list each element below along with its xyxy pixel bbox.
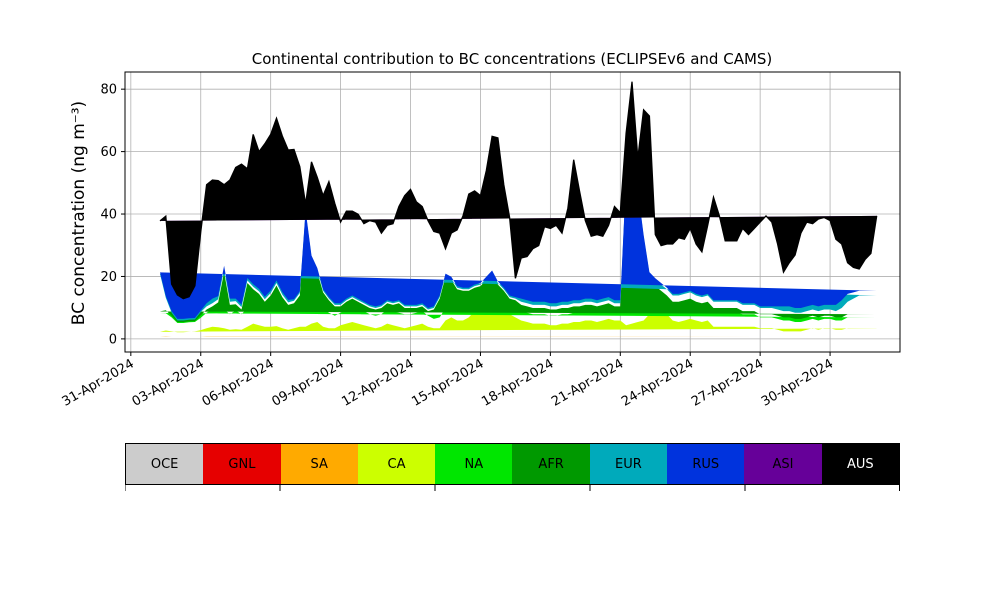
total-outline — [159, 81, 878, 300]
y-tick-label: 80 — [100, 83, 117, 98]
x-tick-label: 03-Apr-2024 — [130, 356, 207, 409]
legend-entry-rus: RUS — [667, 444, 745, 484]
y-tick-label: 0 — [109, 332, 117, 347]
y-tick-label: 60 — [100, 145, 117, 160]
x-tick-label: 15-Apr-2024 — [409, 356, 486, 409]
area-series-rus — [160, 150, 877, 319]
y-tick-label: 20 — [100, 270, 117, 285]
legend-entry-oce: OCE — [126, 444, 204, 484]
area-series-ca — [160, 292, 877, 333]
x-tick-label: 06-Apr-2024 — [200, 356, 277, 409]
x-tick-label: 27-Apr-2024 — [689, 356, 766, 409]
legend-colorbar: OCE GNL SA CA NA AFR EUR RUS ASI AUS — [125, 443, 900, 485]
x-axis-ticks: 31-Apr-202403-Apr-202406-Apr-202409-Apr-… — [60, 352, 836, 410]
x-tick-label: 09-Apr-2024 — [269, 356, 346, 409]
legend-entry-gnl: GNL — [203, 444, 281, 484]
y-axis-label: BC concentration (ng m⁻³) — [69, 101, 89, 325]
area-series-aus — [160, 81, 877, 299]
x-tick-label: 12-Apr-2024 — [339, 356, 416, 409]
x-tick-label: 30-Apr-2024 — [759, 356, 836, 409]
stacked-areas — [160, 81, 877, 337]
legend-entry-aus: AUS — [821, 444, 899, 484]
total-concentration-line — [159, 81, 878, 300]
legend-entry-ca: CA — [357, 444, 436, 484]
x-tick-label: 18-Apr-2024 — [479, 356, 556, 409]
plot-frame — [124, 71, 901, 353]
x-tick-label: 24-Apr-2024 — [619, 356, 696, 409]
legend-entry-asi: ASI — [744, 444, 822, 484]
chart-title: Continental contribution to BC concentra… — [252, 50, 773, 68]
legend-entry-afr: AFR — [512, 444, 590, 484]
x-tick-label: 21-Apr-2024 — [549, 356, 626, 409]
legend-entry-sa: SA — [280, 444, 358, 484]
legend-entry-na: NA — [435, 444, 513, 484]
area-series-afr — [160, 158, 877, 322]
x-tick-label: 31-Apr-2024 — [60, 356, 137, 409]
y-tick-label: 40 — [100, 208, 117, 223]
legend-entry-eur: EUR — [589, 444, 668, 484]
legend-tick-marks — [125, 485, 900, 491]
y-axis-ticks: 0 20 40 60 80 — [100, 83, 125, 347]
